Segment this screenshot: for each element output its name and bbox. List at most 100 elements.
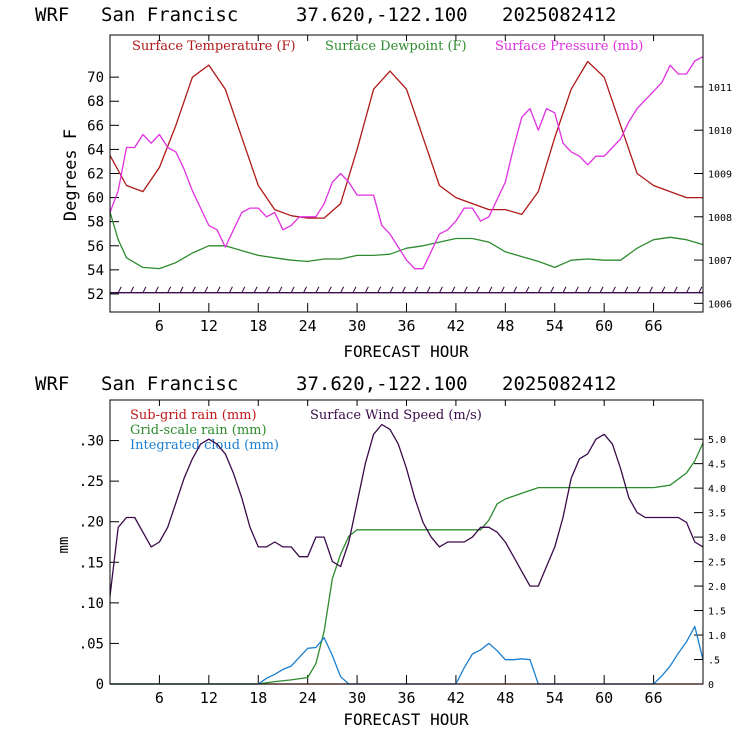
wind-barb: [315, 286, 320, 293]
top-y2-tick-label: 1008: [708, 213, 732, 224]
legend-surface-wind-speed: Surface Wind Speed (m/s): [310, 408, 482, 423]
bottom-y2-tick-label: 3.5: [708, 509, 726, 520]
bottom-y-tick-label: .15: [79, 555, 104, 571]
bottom-chart-marks: 6 12 18 24 30 36 42 48 54 60 66 0 .05 .10 .15 .20 .25 .30…: [79, 400, 726, 707]
surface-dewpoint-f-line: [109, 211, 704, 270]
wind-barb: [438, 286, 443, 293]
wind-barb: [476, 286, 480, 293]
wind-barb: [377, 286, 382, 293]
top-x-tick-label: 6: [155, 317, 164, 335]
top-x-tick-label: 60: [595, 317, 613, 335]
wind-barb: [117, 286, 122, 293]
top-y2-tick-label: 1011: [708, 83, 732, 94]
top-x-axis-label: FORECAST HOUR: [343, 342, 469, 361]
top-x-tick-label: 12: [200, 317, 218, 335]
top-x-tick-label: 18: [249, 317, 267, 335]
bottom-x-tick-label: 18: [249, 689, 267, 707]
bottom-header-init: 2025082412: [502, 373, 616, 395]
top-y2-tick-label: 1009: [708, 170, 732, 181]
top-y-tick-label: 52: [87, 287, 104, 303]
top-x-tick-label: 66: [645, 317, 663, 335]
bottom-plot-frame: [109, 399, 704, 685]
wind-barb: [599, 286, 604, 293]
wind-barb: [340, 286, 345, 293]
wind-barb: [686, 286, 690, 293]
top-plot-frame: [109, 34, 704, 313]
top-x-tick-label: 30: [348, 317, 366, 335]
wind-barb: [451, 286, 456, 293]
top-y2-tick-label: 1006: [708, 299, 732, 310]
top-x-tick-label: 36: [397, 317, 415, 335]
top-y-tick-label: 68: [87, 94, 104, 110]
top-x-tick-label: 42: [447, 317, 465, 335]
wind-barb: [364, 286, 369, 293]
wind-barb: [525, 286, 530, 293]
wind-barb: [130, 286, 135, 293]
top-y-tick-label: 70: [87, 70, 104, 86]
top-y-tick-label: 66: [87, 118, 104, 134]
wind-barb: [401, 286, 406, 293]
bottom-header-location: San Francisc: [101, 373, 238, 395]
legend-surface-dewpoint: Surface Dewpoint (F): [325, 39, 467, 54]
legend-gridscale-rain: Grid-scale rain (mm): [130, 423, 267, 438]
top-y-tick-label: 54: [87, 263, 104, 279]
bottom-y-tick-label: .10: [79, 596, 104, 612]
top-header-coords: 37.620,-122.100: [296, 4, 468, 26]
surface-wind-speed-m-s-line: [109, 423, 704, 596]
bottom-y-tick-label: 0: [96, 677, 104, 693]
wind-barb: [562, 286, 567, 293]
integrated-cloud-mm-line: [110, 625, 704, 685]
bottom-y2-tick-label: 0: [708, 680, 714, 691]
wind-barb: [587, 286, 592, 293]
top-header-init: 2025082412: [502, 4, 616, 26]
bottom-y2-tick-label: 2.5: [708, 558, 726, 569]
bottom-y-axis-label: mm: [56, 537, 72, 554]
bottom-y2-tick-label: 4.5: [708, 460, 726, 471]
wind-barb: [649, 286, 653, 293]
top-y-tick-label: 56: [87, 239, 104, 255]
top-x-tick-label: 24: [299, 317, 317, 335]
wind-barb: [241, 286, 246, 293]
surface-pressure-mb-line: [109, 56, 704, 270]
top-y2-tick-label: 1010: [708, 126, 732, 137]
bottom-y2-tick-label: .5: [708, 656, 720, 667]
top-y-tick-label: 60: [87, 191, 104, 207]
wind-barb: [266, 286, 270, 293]
wind-barb: [661, 286, 666, 293]
wind-barb: [142, 286, 147, 293]
top-y-tick-label: 58: [87, 215, 104, 231]
wind-barb: [414, 286, 419, 293]
wind-barb: [624, 286, 629, 293]
bottom-x-tick-label: 54: [546, 689, 564, 707]
grid-scale-rain-mm-line: [110, 442, 704, 685]
bottom-x-tick-label: 36: [397, 689, 415, 707]
wind-barb: [611, 286, 616, 293]
wind-barb: [698, 286, 703, 293]
wind-barb: [290, 286, 295, 293]
bottom-y-tick-label: .05: [79, 636, 104, 652]
bottom-x-tick-label: 12: [200, 689, 218, 707]
wind-barb: [278, 286, 283, 293]
bottom-y2-tick-label: 2.0: [708, 582, 726, 593]
wind-barb: [636, 286, 641, 293]
wind-barb: [426, 286, 431, 293]
top-y-tick-label: 62: [87, 167, 104, 183]
bottom-x-tick-label: 6: [155, 689, 164, 707]
top-y-axis-label: Degrees F: [61, 129, 81, 221]
surface-temperature-f-line: [109, 60, 703, 219]
bottom-y2-tick-label: 1.0: [708, 631, 726, 642]
wind-barb: [488, 286, 493, 293]
top-header-location: San Francisc: [101, 4, 238, 26]
wind-barb: [352, 286, 357, 293]
wind-barb: [550, 286, 555, 293]
top-y-tick-label: 64: [87, 142, 104, 158]
top-x-tick-label: 48: [496, 317, 514, 335]
bottom-y-tick-label: .30: [79, 434, 104, 450]
bottom-x-tick-label: 48: [496, 689, 514, 707]
wind-barb: [389, 286, 394, 293]
wind-barb: [537, 286, 542, 293]
top-header-model: WRF: [35, 4, 69, 26]
top-chart-marks: 6 12 18 24 30 36 42 48 54 60 66 52 54 56 58 60 62 64 66 68 7…: [87, 35, 732, 335]
